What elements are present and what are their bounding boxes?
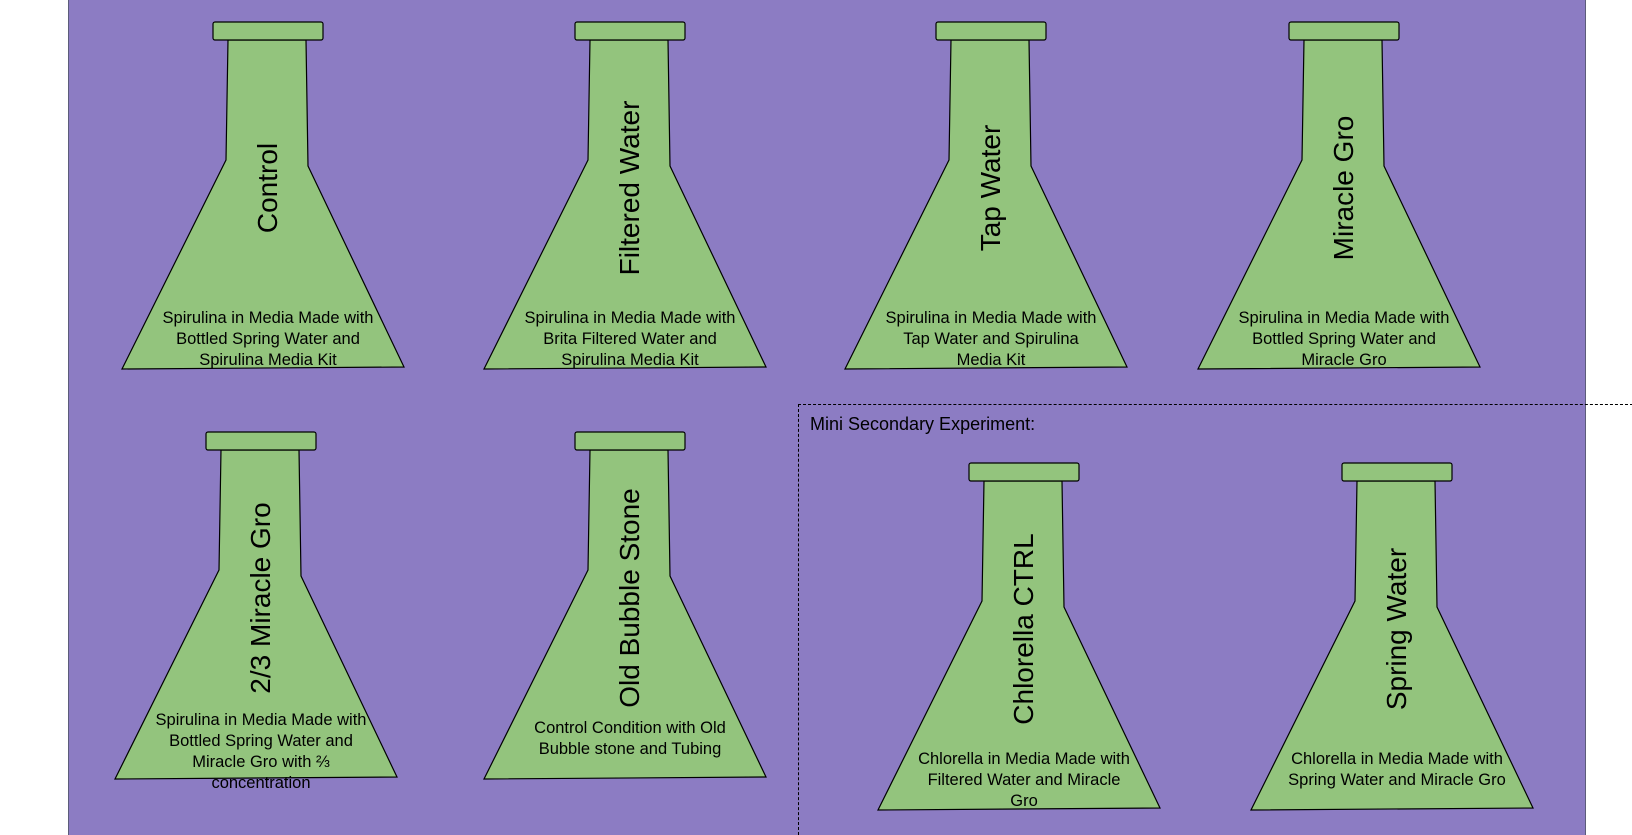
- flask-shape: [121, 21, 405, 370]
- flask-description: Spirulina in Media Made with Bottled Spr…: [155, 711, 367, 792]
- flask-miracle-gro: Miracle Gro Spirulina in Media Made with…: [1194, 20, 1494, 390]
- flask-shape: [1250, 462, 1534, 811]
- flask-filtered-water: Filtered Water Spirulina in Media Made w…: [480, 20, 780, 390]
- flask-description: Control Condition with Old Bubble stone …: [534, 719, 726, 758]
- flask-title: Old Bubble Stone: [614, 488, 645, 708]
- flask-description: Chlorella in Media Made with Filtered Wa…: [918, 750, 1130, 810]
- flask-title: Chlorella CTRL: [1008, 533, 1039, 725]
- flask-title: Tap Water: [975, 124, 1006, 252]
- secondary-experiment-label: Mini Secondary Experiment:: [810, 414, 1036, 434]
- flask-two-thirds-miracle-gro: 2/3 Miracle Gro Spirulina in Media Made …: [111, 430, 411, 800]
- flask-shape: [844, 21, 1128, 370]
- flask-shape: [483, 431, 767, 780]
- flask-tap-water: Tap Water Spirulina in Media Made with T…: [841, 20, 1141, 390]
- flask-title: Spring Water: [1381, 547, 1412, 711]
- flask-description: Chlorella in Media Made with Spring Wate…: [1288, 750, 1506, 789]
- flask-title: Control: [252, 142, 283, 234]
- flask-shape: [483, 21, 767, 370]
- flask-chlorella-ctrl: Chlorella CTRL Chlorella in Media Made w…: [874, 461, 1174, 831]
- flask-title: Filtered Water: [614, 100, 645, 276]
- flask-shape: [114, 431, 398, 780]
- secondary-experiment-box: [798, 404, 1632, 835]
- flask-description: Spirulina in Media Made with Brita Filte…: [524, 309, 736, 369]
- flask-shape: [877, 462, 1161, 811]
- flask-old-bubble-stone: Old Bubble Stone Control Condition with …: [480, 430, 780, 800]
- flask-title: Miracle Gro: [1328, 115, 1359, 261]
- flask-control: Control Spirulina in Media Made with Bot…: [118, 20, 418, 390]
- flask-description: Spirulina in Media Made with Bottled Spr…: [1238, 309, 1450, 369]
- flask-spring-water: Spring Water Chlorella in Media Made wit…: [1247, 461, 1547, 831]
- flask-description: Spirulina in Media Made with Bottled Spr…: [162, 309, 374, 369]
- flask-shape: [1197, 21, 1481, 370]
- flask-description: Spirulina in Media Made with Tap Water a…: [885, 309, 1097, 369]
- flask-title: 2/3 Miracle Gro: [245, 502, 276, 694]
